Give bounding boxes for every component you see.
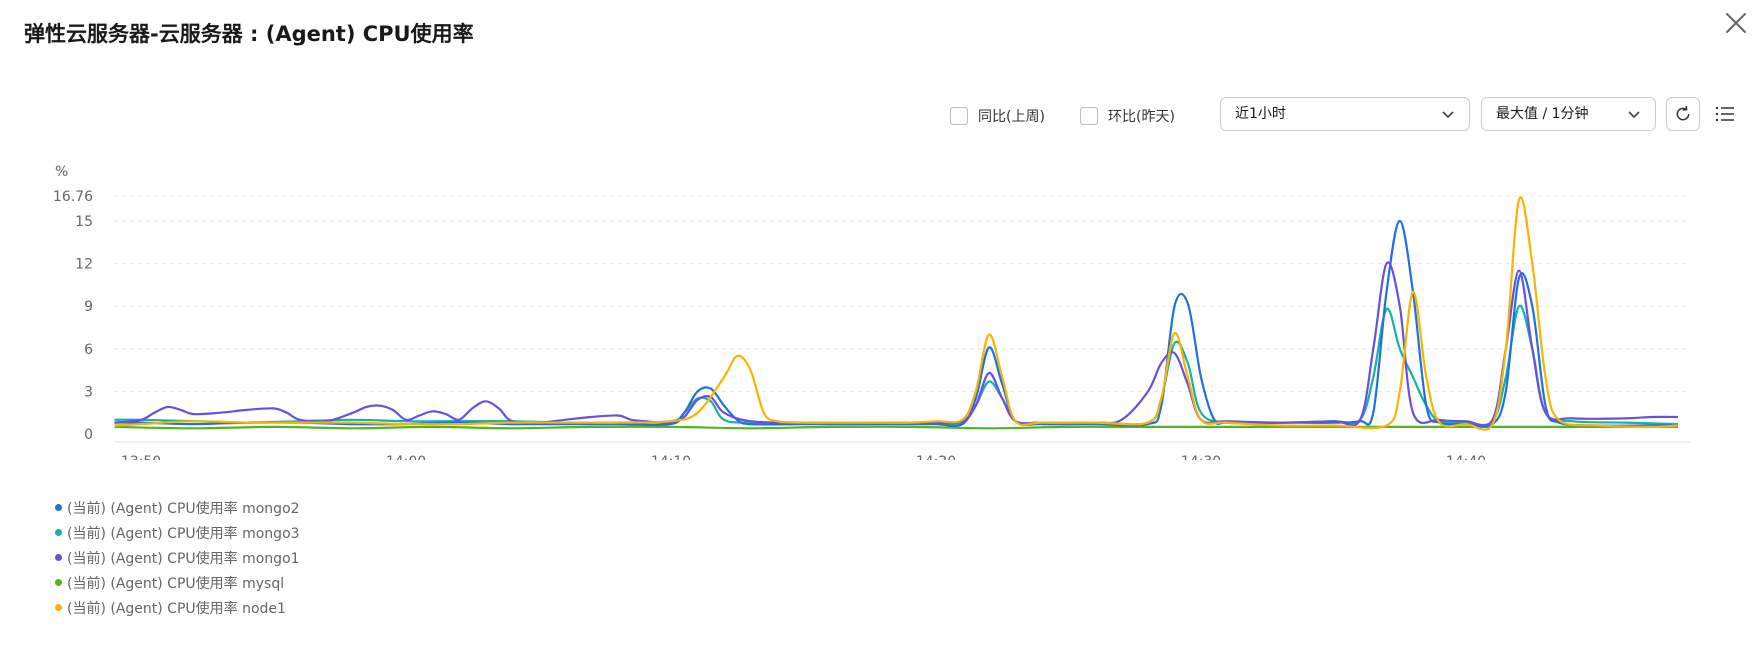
legend-dot <box>55 529 62 536</box>
time-range-value: 近1小时 <box>1235 106 1286 122</box>
time-range-select[interactable]: 近1小时 <box>1220 97 1470 131</box>
legend-item[interactable]: (当前) (Agent) CPU使用率 mongo1 <box>55 545 300 570</box>
y-axis-unit: % <box>55 164 68 180</box>
x-tick-label: 14:40 <box>1446 454 1486 460</box>
refresh-icon <box>1676 105 1690 121</box>
y-tick-label: 9 <box>84 299 93 315</box>
x-tick-label: 13:50 <box>121 454 161 460</box>
mom-checkbox-label: 环比(昨天) <box>1108 109 1175 125</box>
x-tick-label: 14:30 <box>1181 454 1221 460</box>
y-axis: 0 3 6 9 12 15 16.76% <box>53 164 93 443</box>
close-icon[interactable] <box>1723 10 1749 36</box>
legend-label: (当前) (Agent) CPU使用率 mongo1 <box>67 550 300 567</box>
chart-lines <box>114 196 1679 431</box>
y-tick-label: 12 <box>75 257 93 273</box>
cpu-line-chart: 0 3 6 9 12 15 16.76% 13:50 14:00 14:10 14:20 14:30… <box>53 164 1690 460</box>
x-tick-label: 14:10 <box>651 454 691 460</box>
y-tick-label: 6 <box>84 342 93 358</box>
y-tick-label: 16.76 <box>53 189 93 205</box>
y-tick-label: 0 <box>84 427 93 443</box>
page-title: 弹性云服务器-云服务器 : (Agent) CPU使用率 <box>24 22 474 46</box>
legend-label: (当前) (Agent) CPU使用率 mongo2 <box>67 500 300 517</box>
series-line <box>114 304 1679 427</box>
x-tick-label: 14:20 <box>916 454 956 460</box>
y-tick-label: 15 <box>75 214 93 230</box>
series-line <box>114 219 1678 428</box>
x-axis: 13:50 14:00 14:10 14:20 14:30 14:40 <box>114 441 1690 460</box>
series-line <box>114 261 1679 427</box>
x-tick-label: 14:00 <box>386 454 426 460</box>
aggregation-value: 最大值 / 1分钟 <box>1496 106 1589 122</box>
chart-legend: (当前) (Agent) CPU使用率 mongo2 (当前) (Agent) C… <box>55 495 300 620</box>
yoy-checkbox-box[interactable] <box>950 107 968 125</box>
legend-item[interactable]: (当前) (Agent) CPU使用率 mysql <box>55 570 300 595</box>
legend-item[interactable]: (当前) (Agent) CPU使用率 mongo3 <box>55 520 300 545</box>
legend-dot <box>55 579 62 586</box>
chevron-down-icon <box>1628 111 1640 119</box>
legend-label: (当前) (Agent) CPU使用率 mysql <box>67 575 285 592</box>
legend-dot <box>55 554 62 561</box>
series-line <box>114 425 1678 430</box>
legend-item[interactable]: (当前) (Agent) CPU使用率 mongo2 <box>55 495 300 520</box>
list-icon[interactable] <box>1713 102 1737 126</box>
legend-dot <box>55 504 62 511</box>
legend-dot <box>55 604 62 611</box>
yoy-checkbox[interactable]: 同比(上周) <box>950 106 1045 126</box>
refresh-button[interactable] <box>1666 97 1700 131</box>
mom-checkbox[interactable]: 环比(昨天) <box>1080 106 1175 126</box>
y-tick-label: 3 <box>84 384 93 400</box>
series-line <box>114 196 1679 431</box>
aggregation-select[interactable]: 最大值 / 1分钟 <box>1481 97 1656 131</box>
chevron-down-icon <box>1442 111 1454 119</box>
legend-item[interactable]: (当前) (Agent) CPU使用率 node1 <box>55 595 300 620</box>
chart-grid <box>114 195 1690 392</box>
mom-checkbox-box[interactable] <box>1080 107 1098 125</box>
legend-label: (当前) (Agent) CPU使用率 mongo3 <box>67 525 300 542</box>
legend-label: (当前) (Agent) CPU使用率 node1 <box>67 600 286 617</box>
yoy-checkbox-label: 同比(上周) <box>978 109 1045 125</box>
